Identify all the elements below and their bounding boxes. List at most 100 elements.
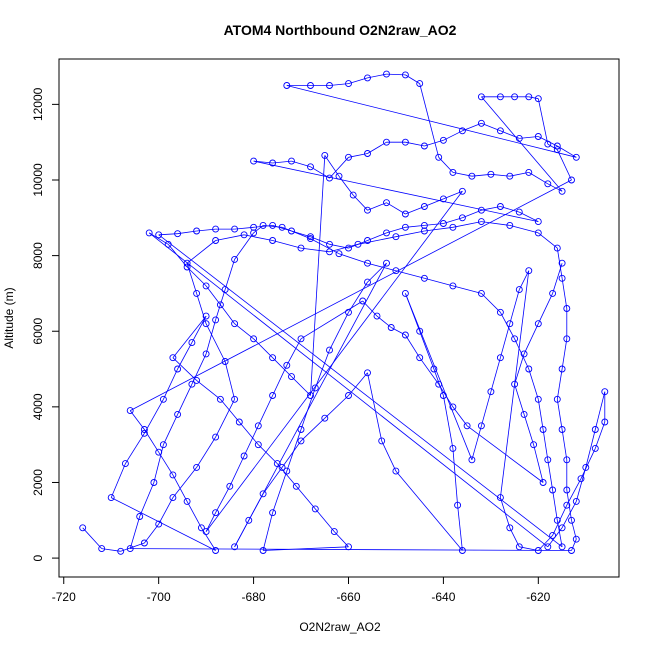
data-point: [169, 471, 177, 479]
series-segment: [533, 444, 544, 483]
data-point: [98, 545, 106, 553]
chart-title: ATOM4 Northbound O2N2raw_AO2: [224, 22, 457, 38]
series-segment: [443, 130, 463, 141]
series-segment: [561, 278, 568, 309]
series-segment: [205, 512, 216, 532]
data-point: [297, 437, 305, 445]
data-point: [463, 422, 471, 430]
series-segment: [556, 399, 563, 430]
series-segment: [276, 463, 297, 487]
series-segment: [215, 234, 245, 241]
series-segment: [395, 230, 425, 238]
data-point: [221, 286, 229, 294]
series-segment: [196, 380, 221, 400]
data-point: [283, 361, 291, 369]
data-point: [544, 140, 552, 148]
series-segment: [248, 493, 264, 521]
data-point: [392, 267, 400, 275]
data-point: [345, 80, 352, 88]
data-point: [496, 93, 504, 101]
data-point: [140, 429, 148, 437]
data-point: [117, 547, 125, 555]
data-point: [126, 407, 134, 415]
data-point: [558, 274, 566, 282]
series-segment: [352, 194, 368, 211]
data-point: [458, 547, 466, 554]
series-segment: [509, 289, 520, 324]
series-segment: [163, 414, 178, 445]
series-segment: [334, 531, 349, 548]
data-point: [359, 297, 367, 305]
data-point: [572, 153, 580, 161]
series-segment: [281, 226, 311, 239]
data-point: [591, 444, 599, 452]
series-segment: [125, 433, 145, 464]
data-point: [468, 172, 476, 180]
data-point: [563, 335, 571, 343]
data-point: [449, 403, 457, 411]
series-segment: [272, 357, 292, 377]
data-point: [254, 441, 262, 449]
data-point: [231, 320, 239, 328]
series-segment: [291, 376, 311, 396]
data-point: [278, 463, 286, 471]
series-segment: [514, 353, 525, 385]
data-point: [212, 237, 220, 244]
series-segment: [158, 497, 174, 525]
data-point: [250, 157, 258, 165]
series-segment: [205, 285, 221, 306]
data-point: [496, 127, 504, 135]
series-segment: [552, 505, 568, 536]
data-point: [496, 494, 504, 502]
series-segment: [177, 384, 193, 415]
data-point: [231, 395, 239, 403]
data-point: [568, 547, 575, 554]
data-point: [511, 380, 519, 388]
data-point: [530, 441, 538, 449]
series-segment: [571, 539, 577, 551]
series-segment: [523, 414, 534, 445]
series-segment: [528, 96, 539, 100]
data-point: [292, 482, 300, 490]
series-segment: [263, 546, 349, 551]
data-point: [259, 490, 267, 498]
data-point: [226, 482, 234, 490]
data-point: [534, 133, 542, 140]
data-point: [326, 346, 333, 354]
series-segment: [424, 226, 453, 232]
data-point: [525, 267, 533, 275]
data-point: [515, 134, 523, 142]
series-segment: [272, 365, 288, 396]
data-point: [283, 467, 291, 475]
series-segment: [391, 327, 406, 336]
series-segment: [191, 353, 207, 385]
data-point: [553, 244, 561, 252]
data-point: [231, 255, 239, 263]
series-segment: [144, 399, 164, 434]
data-point: [435, 380, 443, 388]
series-segment: [300, 417, 326, 442]
data-point: [364, 206, 371, 214]
data-point: [449, 223, 457, 231]
data-point: [439, 220, 447, 227]
data-point: [558, 524, 566, 532]
data-point: [416, 80, 424, 88]
data-point: [558, 426, 566, 433]
data-point: [553, 146, 561, 154]
series-segment: [538, 232, 558, 249]
data-point: [430, 365, 438, 373]
series-segment: [153, 444, 164, 483]
data-point: [183, 259, 191, 267]
series-segment: [500, 323, 511, 358]
series-segment: [547, 459, 553, 491]
data-point: [477, 289, 485, 297]
series-segment: [224, 361, 235, 400]
series-segment: [300, 247, 330, 253]
data-point: [439, 195, 447, 203]
y-tick-label: 2000: [31, 469, 45, 496]
y-tick-label: 8000: [31, 242, 45, 269]
data-point: [245, 516, 253, 524]
data-point: [544, 543, 552, 551]
series-segment: [348, 281, 368, 313]
